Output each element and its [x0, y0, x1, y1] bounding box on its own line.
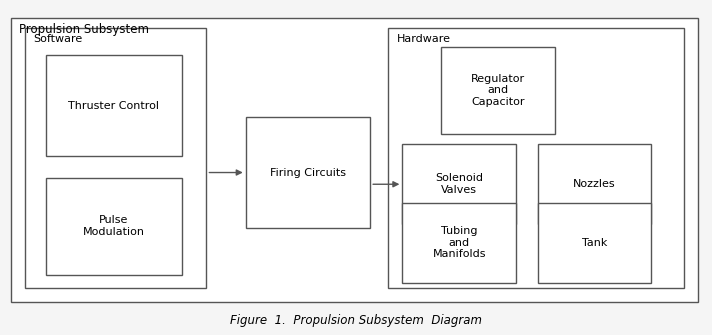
- Bar: [246, 117, 370, 228]
- Text: Tubing
and
Manifolds: Tubing and Manifolds: [432, 226, 486, 260]
- Text: Hardware: Hardware: [397, 34, 451, 44]
- Text: Firing Circuits: Firing Circuits: [270, 168, 346, 178]
- Bar: [538, 144, 651, 224]
- Text: Pulse
Modulation: Pulse Modulation: [83, 215, 145, 237]
- Bar: [11, 18, 698, 302]
- Bar: [25, 28, 206, 288]
- Bar: [388, 28, 684, 288]
- Text: Solenoid
Valves: Solenoid Valves: [435, 174, 483, 195]
- Bar: [46, 55, 182, 156]
- Text: Software: Software: [33, 34, 83, 44]
- Text: Figure  1.  Propulsion Subsystem  Diagram: Figure 1. Propulsion Subsystem Diagram: [230, 314, 482, 327]
- Bar: [441, 47, 555, 134]
- Bar: [538, 203, 651, 283]
- Bar: [46, 178, 182, 275]
- Text: Tank: Tank: [582, 238, 607, 248]
- Text: Thruster Control: Thruster Control: [68, 100, 159, 111]
- Bar: [402, 203, 516, 283]
- Text: Nozzles: Nozzles: [573, 179, 616, 189]
- Text: Regulator
and
Capacitor: Regulator and Capacitor: [471, 74, 525, 107]
- Bar: [402, 144, 516, 224]
- Text: Propulsion Subsystem: Propulsion Subsystem: [19, 23, 150, 37]
